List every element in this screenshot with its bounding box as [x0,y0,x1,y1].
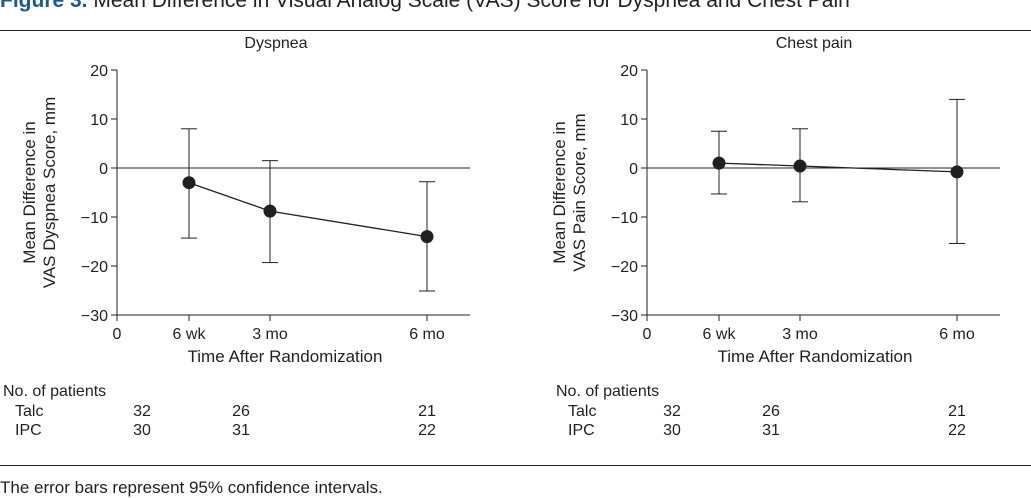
y-axis-title-line: VAS Pain Score, mm [570,113,589,271]
data-point [420,230,434,244]
patients-count: 21 [948,403,966,420]
data-point [182,176,196,190]
y-tick-label: −30 [611,308,638,325]
patients-count: 32 [133,403,151,420]
patients-row-label: Talc [15,403,43,420]
y-tick-label: −20 [611,259,638,276]
patients-row-label: IPC [568,422,595,439]
data-point [263,204,277,218]
y-tick-label: 10 [90,112,108,129]
panel-title: Dyspnea [244,35,307,52]
patients-count: 21 [418,403,436,420]
patients-count: 26 [232,403,250,420]
y-tick-label: 0 [629,161,638,178]
figure-title: Figure 3. Mean Difference in Visual Anal… [0,0,850,14]
patients-count: 30 [133,422,151,439]
y-tick-label: 20 [620,63,638,80]
top-rule [0,30,1031,31]
patients-count: 22 [418,422,436,439]
patients-count: 30 [663,422,681,439]
y-tick-label: −10 [611,210,638,227]
patients-count: 31 [762,422,780,439]
patients-count: 32 [663,403,681,420]
y-axis-title-line: Mean Difference in [20,121,39,263]
figure-caption: Mean Difference in Visual Analog Scale (… [93,0,850,12]
x-tick-label: 6 mo [409,326,445,343]
panel-title: Chest pain [776,35,853,52]
x-tick-label: 6 wk [173,326,207,343]
y-tick-label: 0 [99,161,108,178]
y-tick-label: −30 [81,308,108,325]
y-axis-title-line: VAS Dyspnea Score, mm [40,97,59,288]
figure-label: Figure 3. [0,0,88,12]
y-tick-label: 20 [90,63,108,80]
x-tick-label: 3 mo [782,326,818,343]
patients-row-label: IPC [15,422,42,439]
x-axis-title: Time After Randomization [188,347,383,366]
data-point [712,156,726,170]
x-tick-label: 6 wk [703,326,737,343]
y-axis-title-line: Mean Difference in [550,121,569,263]
y-tick-label: 10 [620,112,638,129]
data-point [793,159,807,173]
series-line [188,182,428,238]
patients-count: 26 [762,403,780,420]
x-tick-label: 0 [643,326,652,343]
patients-count: 31 [232,422,250,439]
y-tick-label: −10 [81,210,108,227]
patients-count: 22 [948,422,966,439]
patients-row-label: Talc [568,403,596,420]
data-point [950,165,964,179]
figure-footnote: The error bars represent 95% confidence … [0,478,383,497]
y-tick-label: −20 [81,259,108,276]
patients-heading: No. of patients [3,383,106,400]
patients-heading: No. of patients [556,383,659,400]
x-tick-label: 3 mo [252,326,288,343]
y-axis-title: Mean Difference inVAS Dyspnea Score, mm [20,97,59,288]
bottom-rule [0,465,1031,466]
x-tick-label: 0 [113,326,122,343]
x-tick-label: 6 mo [939,326,975,343]
x-axis-title: Time After Randomization [718,347,913,366]
y-axis-title: Mean Difference inVAS Pain Score, mm [550,113,589,271]
